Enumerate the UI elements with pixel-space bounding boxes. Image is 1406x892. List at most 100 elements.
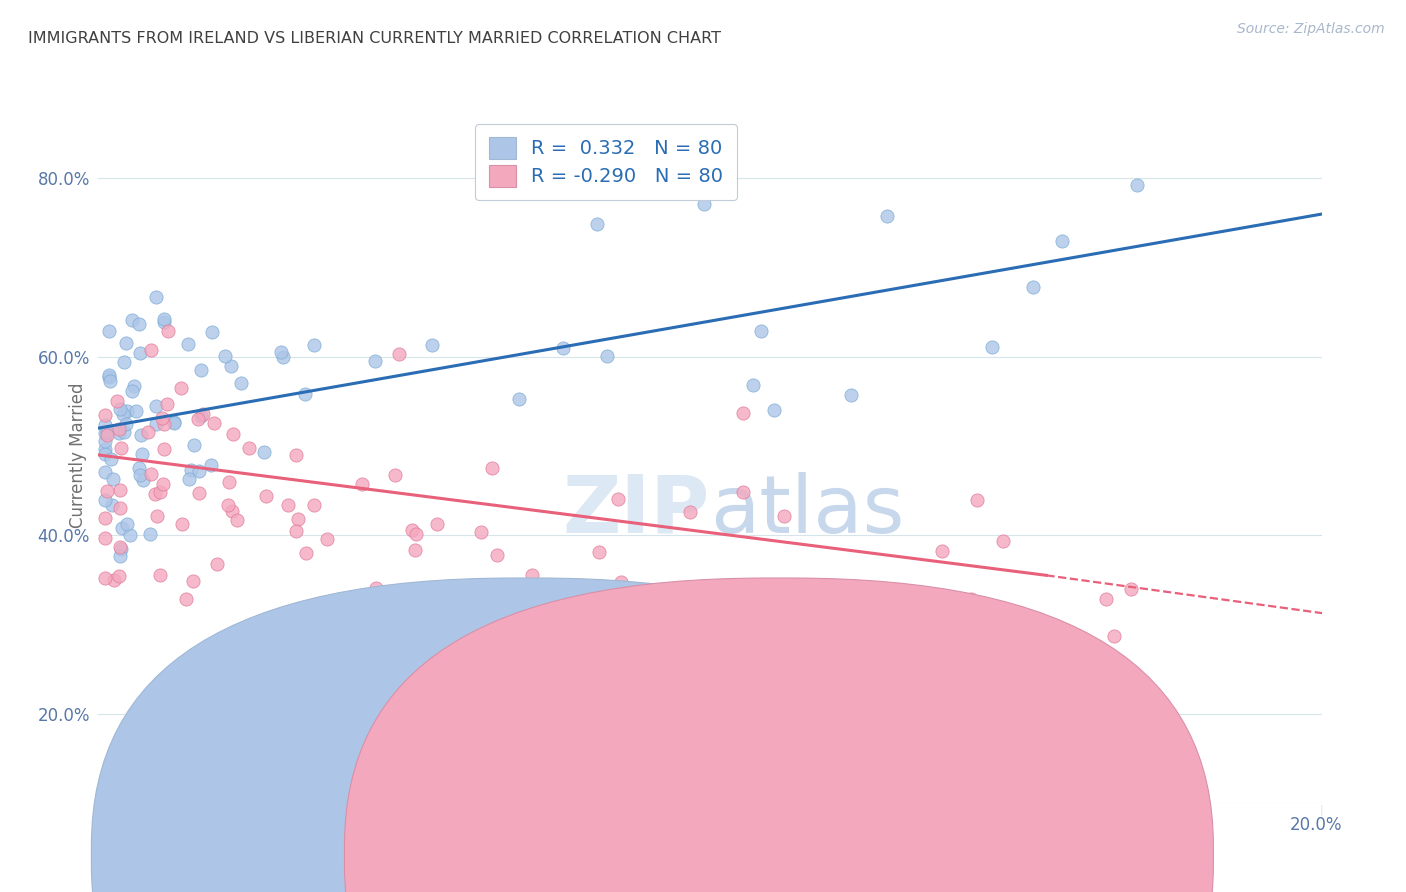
Point	[352, 477, 374, 491]
Point	[187, 485, 209, 500]
Point	[131, 447, 153, 461]
Point	[890, 604, 912, 618]
Point	[128, 318, 150, 332]
Point	[131, 427, 153, 442]
Point	[121, 313, 143, 327]
Point	[276, 498, 298, 512]
Point	[98, 324, 121, 338]
Point	[145, 417, 167, 432]
Point	[110, 541, 132, 556]
Point	[152, 477, 174, 491]
Point	[129, 468, 152, 483]
Point	[304, 498, 326, 512]
Point	[101, 499, 124, 513]
Point	[384, 468, 406, 483]
Point	[145, 400, 167, 414]
Point	[177, 337, 200, 351]
Point	[181, 574, 204, 588]
Point	[121, 384, 143, 398]
Point	[520, 568, 543, 582]
Point	[98, 374, 121, 388]
Point	[108, 422, 131, 436]
Point	[221, 504, 243, 518]
Point	[762, 403, 785, 417]
Point	[405, 527, 427, 541]
Point	[422, 338, 444, 352]
Point	[97, 370, 120, 384]
Point	[193, 407, 215, 421]
Point	[187, 412, 209, 426]
Point	[103, 573, 125, 587]
Point	[364, 582, 387, 596]
Point	[1126, 178, 1149, 192]
Point	[94, 442, 117, 457]
Point	[931, 544, 953, 558]
Point	[285, 448, 308, 462]
Point	[148, 485, 170, 500]
Point	[114, 417, 136, 432]
Point	[141, 467, 163, 481]
Point	[271, 351, 294, 365]
Point	[741, 377, 763, 392]
Point	[1022, 280, 1045, 294]
Point	[180, 462, 202, 476]
Point	[93, 418, 115, 433]
Point	[108, 401, 131, 416]
Point	[93, 492, 115, 507]
Text: |: |	[586, 805, 589, 815]
Text: IMMIGRANTS FROM IRELAND VS LIBERIAN CURRENTLY MARRIED CORRELATION CHART: IMMIGRANTS FROM IRELAND VS LIBERIAN CURR…	[28, 31, 721, 46]
Text: |: |	[1076, 805, 1078, 815]
Point	[606, 491, 628, 506]
Point	[111, 521, 134, 535]
Point	[150, 410, 173, 425]
Point	[94, 511, 117, 525]
Point	[225, 513, 247, 527]
Point	[136, 425, 159, 439]
Point	[217, 498, 239, 512]
Point	[773, 509, 796, 524]
Point	[141, 343, 163, 357]
Text: Source: ZipAtlas.com: Source: ZipAtlas.com	[1237, 22, 1385, 37]
Point	[152, 417, 174, 432]
Text: |: |	[219, 805, 222, 815]
Point	[152, 315, 174, 329]
Point	[231, 376, 253, 391]
Point	[93, 425, 115, 440]
Point	[202, 417, 225, 431]
Point	[658, 611, 681, 625]
Point	[96, 425, 118, 439]
Point	[93, 447, 115, 461]
Point	[122, 379, 145, 393]
Point	[105, 393, 128, 408]
Text: |: |	[1320, 805, 1323, 815]
Point	[253, 445, 276, 459]
Point	[508, 392, 530, 406]
Point	[117, 404, 139, 418]
Point	[98, 368, 121, 382]
Point	[620, 590, 643, 604]
Point	[733, 484, 755, 499]
Point	[284, 524, 307, 539]
Text: atlas: atlas	[710, 472, 904, 549]
Text: 20.0%: 20.0%	[1291, 816, 1343, 834]
Point	[610, 574, 633, 589]
Point	[108, 540, 131, 554]
Point	[117, 517, 139, 532]
Point	[163, 417, 186, 431]
Point	[169, 381, 191, 395]
Text: Liberians: Liberians	[799, 847, 875, 864]
Point	[966, 492, 988, 507]
Point	[190, 363, 212, 377]
Point	[129, 346, 152, 360]
Point	[110, 442, 132, 456]
Point	[238, 441, 260, 455]
Point	[596, 349, 619, 363]
Point	[93, 434, 115, 448]
Point	[112, 425, 135, 440]
Point	[1119, 582, 1142, 596]
Point	[131, 473, 153, 487]
Point	[481, 461, 503, 475]
Point	[153, 442, 176, 456]
Point	[93, 409, 115, 423]
Text: |: |	[831, 805, 834, 815]
